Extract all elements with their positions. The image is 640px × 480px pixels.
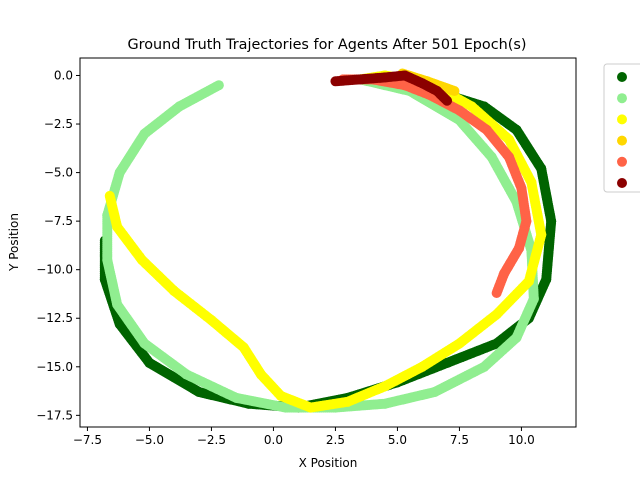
series-5 xyxy=(330,70,453,106)
x-axis-label: X Position xyxy=(299,456,358,470)
y-tick-label: −17.5 xyxy=(36,408,73,422)
axes-frame xyxy=(79,57,577,428)
legend-box xyxy=(603,63,640,193)
legend-marker xyxy=(617,93,627,104)
x-tick-label: 5.0 xyxy=(388,433,407,447)
y-tick-label: 0.0 xyxy=(54,68,73,82)
legend-marker xyxy=(617,156,627,167)
plot-points xyxy=(99,68,557,413)
x-axis-ticks: −7.5 −5.0 −2.5 0.0 2.5 5.0 7.5 10.0 xyxy=(73,427,535,447)
legend-marker xyxy=(617,135,627,146)
legend-marker xyxy=(617,114,627,125)
y-tick-label: −15.0 xyxy=(36,360,73,374)
x-tick-label: 10.0 xyxy=(508,433,535,447)
legend-marker xyxy=(617,72,627,82)
y-tick-label: −5.0 xyxy=(44,166,73,180)
y-axis-label: Y Position xyxy=(7,213,21,272)
x-tick-label: −5.0 xyxy=(135,433,164,447)
legend-marker xyxy=(617,178,627,188)
x-tick-label: 7.5 xyxy=(450,433,469,447)
x-tick-label: 2.5 xyxy=(326,433,345,447)
x-tick-label: −7.5 xyxy=(73,433,102,447)
chart-title: Ground Truth Trajectories for Agents Aft… xyxy=(127,37,526,53)
y-tick-label: −10.0 xyxy=(36,263,73,277)
legend xyxy=(603,63,640,193)
y-axis-ticks: 0.0 −2.5 −5.0 −7.5 −10.0 −12.5 −15.0 −17.5 xyxy=(36,68,80,422)
x-tick-label: 0.0 xyxy=(264,433,283,447)
x-tick-label: −2.5 xyxy=(197,433,226,447)
series-2 xyxy=(104,70,547,413)
trajectory-point xyxy=(449,86,460,97)
y-tick-label: −7.5 xyxy=(44,214,73,228)
y-tick-label: −12.5 xyxy=(36,311,73,325)
trajectory-point xyxy=(491,287,502,298)
y-tick-label: −2.5 xyxy=(44,117,73,131)
trajectory-point xyxy=(442,95,453,106)
